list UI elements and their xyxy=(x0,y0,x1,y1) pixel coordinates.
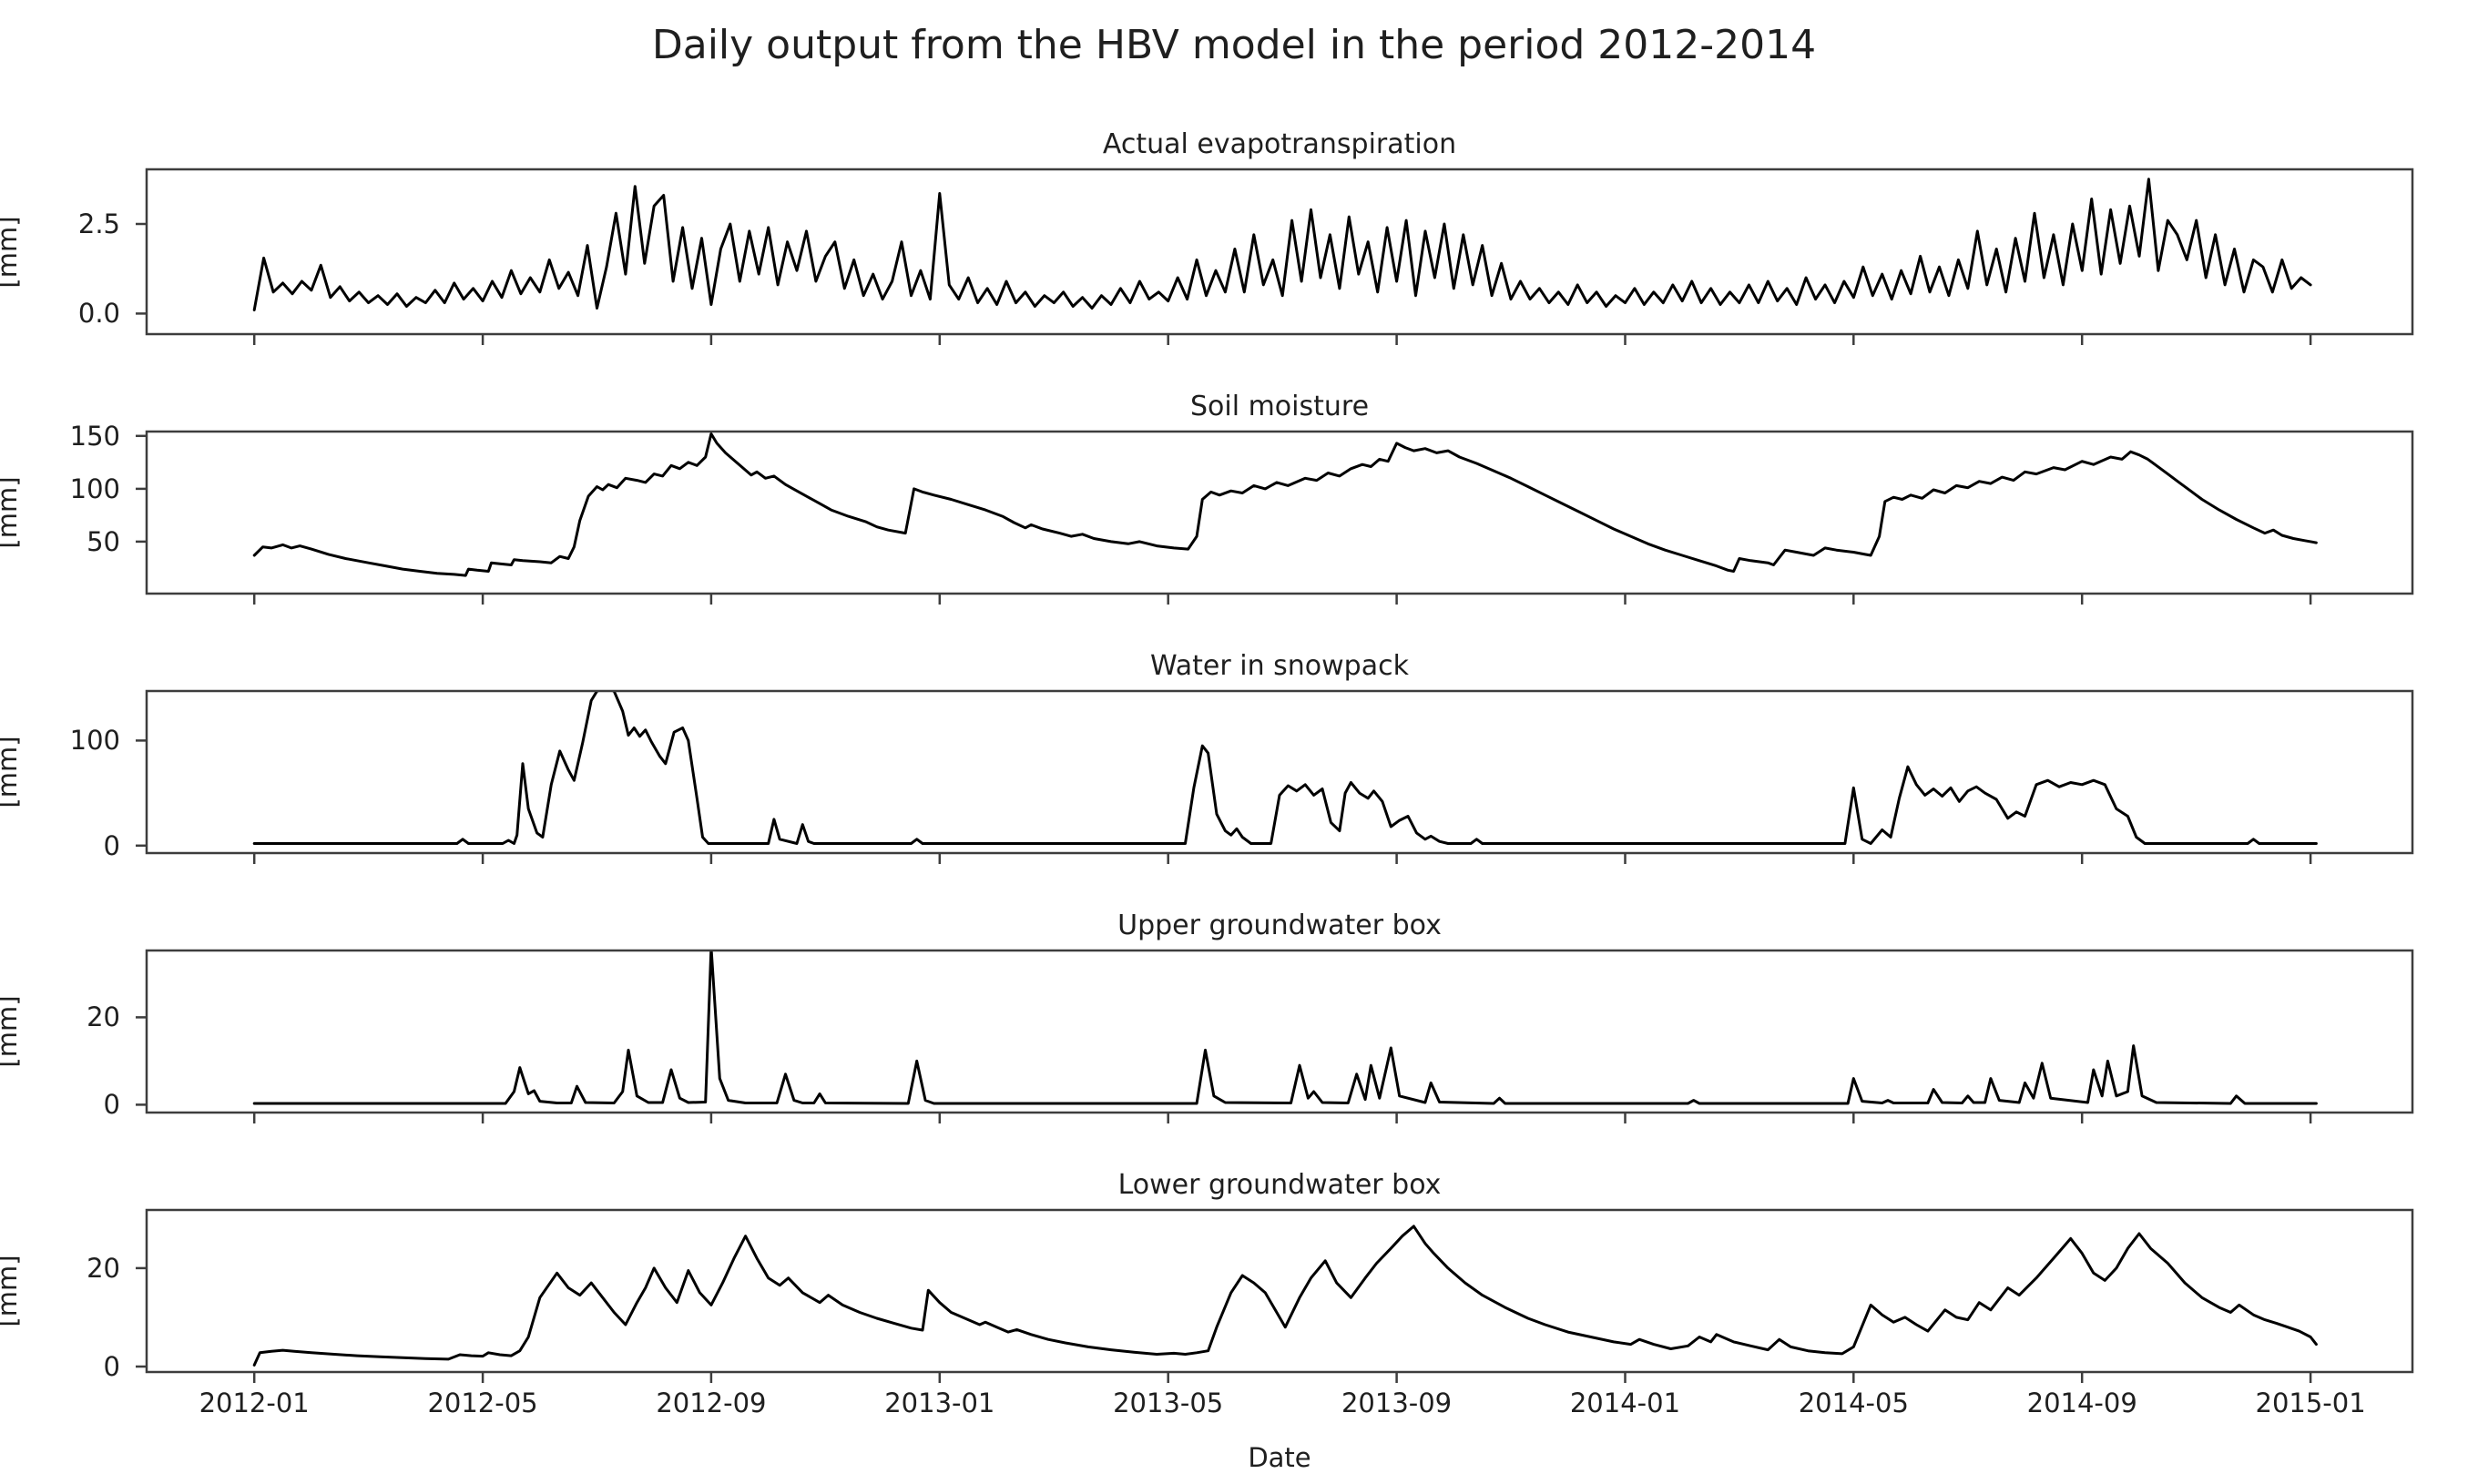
line-plot xyxy=(136,949,2414,1123)
subplot-title: Water in snowpack xyxy=(1150,650,1409,682)
figure-title: Daily output from the HBV model in the p… xyxy=(651,22,1817,68)
subplot-soil-moisture: Soil moisture [mm] 50 100 150 xyxy=(0,391,2414,605)
subplot-upper-groundwater-box: Upper groundwater box [mm] 0 20 xyxy=(0,910,2414,1123)
line-plot xyxy=(136,430,2414,605)
x-tick-label: 2013-01 xyxy=(884,1387,995,1418)
x-tick-label: 2013-05 xyxy=(1113,1387,1224,1418)
y-tick-label: 20 xyxy=(87,1252,120,1284)
subplot-title: Lower groundwater box xyxy=(1117,1169,1442,1201)
line-plot xyxy=(136,168,2414,345)
subplot-actual-evapotranspiration: Actual evapotranspiration [mm] 0.0 2.5 xyxy=(0,128,2414,345)
subplot-lower-groundwater-box: Lower groundwater box [mm] 2012-01 2012-0… xyxy=(0,1169,2414,1418)
y-tick-label: 2.5 xyxy=(77,208,120,239)
subplot-title: Actual evapotranspiration xyxy=(1102,128,1457,160)
subplot-water-in-snowpack: Water in snowpack [mm] 0 100 xyxy=(0,650,2414,864)
y-tick-label: 0.0 xyxy=(77,298,120,330)
y-tick-label: 150 xyxy=(69,420,120,452)
y-tick-label: 0 xyxy=(103,829,120,861)
line-plot xyxy=(136,1208,2414,1383)
x-tick-label: 2015-01 xyxy=(2255,1387,2366,1418)
x-tick-label: 2014-09 xyxy=(2026,1387,2137,1418)
x-tick-label: 2014-05 xyxy=(1798,1387,1909,1418)
y-tick-label: 0 xyxy=(103,1089,120,1121)
y-tick-label: 100 xyxy=(69,725,120,757)
y-tick-label: 0 xyxy=(103,1350,120,1382)
x-tick-label: 2014-01 xyxy=(1569,1387,1681,1418)
y-tick-label: 20 xyxy=(87,1001,120,1033)
y-tick-label: 100 xyxy=(69,473,120,504)
subplot-title: Soil moisture xyxy=(1189,391,1370,422)
x-axis-label: Date xyxy=(1248,1442,1311,1473)
subplot-title: Upper groundwater box xyxy=(1117,910,1442,941)
x-tick-label: 2012-09 xyxy=(656,1387,767,1418)
x-tick-label: 2012-05 xyxy=(427,1387,538,1418)
line-plot xyxy=(136,689,2414,864)
x-tick-label: 2012-01 xyxy=(199,1387,310,1418)
x-tick-label: 2013-09 xyxy=(1341,1387,1453,1418)
y-tick-label: 50 xyxy=(87,525,120,557)
